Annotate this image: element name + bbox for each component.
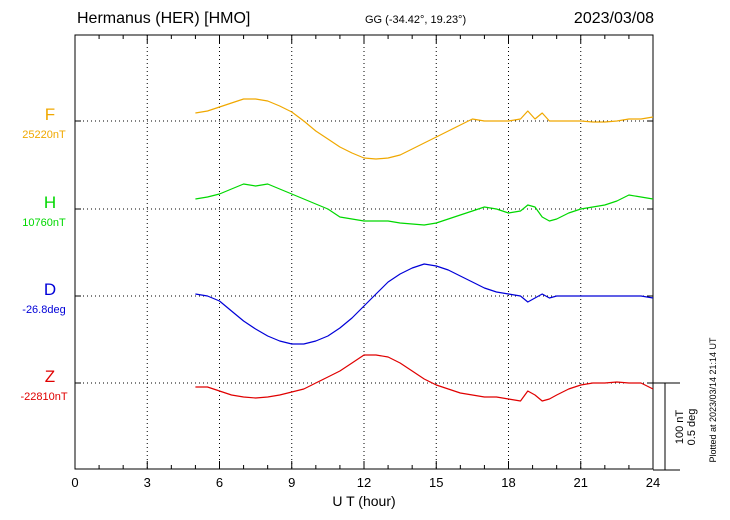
x-tick-label: 6	[216, 475, 223, 490]
scale-bar-nt-label: 100 nT	[674, 410, 686, 445]
series-group: F 25220nT H 10760nT D -26.8deg Z -22810nT	[20, 98, 654, 403]
scale-bar: 100 nT 0.5 deg	[653, 382, 698, 471]
plotted-timestamp: Plotted at 2023/03/14 21:14 UT	[708, 337, 718, 463]
series-name-h: H	[44, 193, 56, 212]
grid	[75, 35, 653, 469]
x-axis: 0 3 6 9 12 15 18 21 24	[71, 35, 660, 490]
station-title: Hermanus (HER) [HMO]	[77, 10, 251, 27]
x-tick-label: 24	[646, 475, 660, 490]
series-line-f	[195, 98, 654, 160]
series-name-f: F	[45, 105, 55, 124]
x-tick-label: 21	[574, 475, 588, 490]
scale-bar-deg-label: 0.5 deg	[686, 409, 698, 446]
series-baseline-h: 10760nT	[22, 217, 66, 229]
x-tick-label: 12	[357, 475, 371, 490]
x-tick-label: 9	[288, 475, 295, 490]
series-line-h	[195, 183, 654, 226]
station-coordinates: GG (-34.42°, 19.23°)	[365, 14, 467, 26]
series-baseline-f: 25220nT	[22, 129, 66, 141]
x-tick-label: 15	[429, 475, 443, 490]
x-tick-label: 3	[144, 475, 151, 490]
series-name-d: D	[44, 280, 56, 299]
series-line-z	[195, 354, 654, 402]
x-axis-label: U T (hour)	[332, 493, 395, 509]
chart-date: 2023/03/08	[573, 10, 654, 27]
x-tick-label: 0	[71, 475, 78, 490]
series-line-d	[195, 263, 654, 345]
series-baseline-d: -26.8deg	[22, 304, 65, 316]
series-name-z: Z	[45, 367, 55, 386]
series-baseline-z: -22810nT	[20, 391, 67, 403]
x-tick-label: 18	[501, 475, 515, 490]
